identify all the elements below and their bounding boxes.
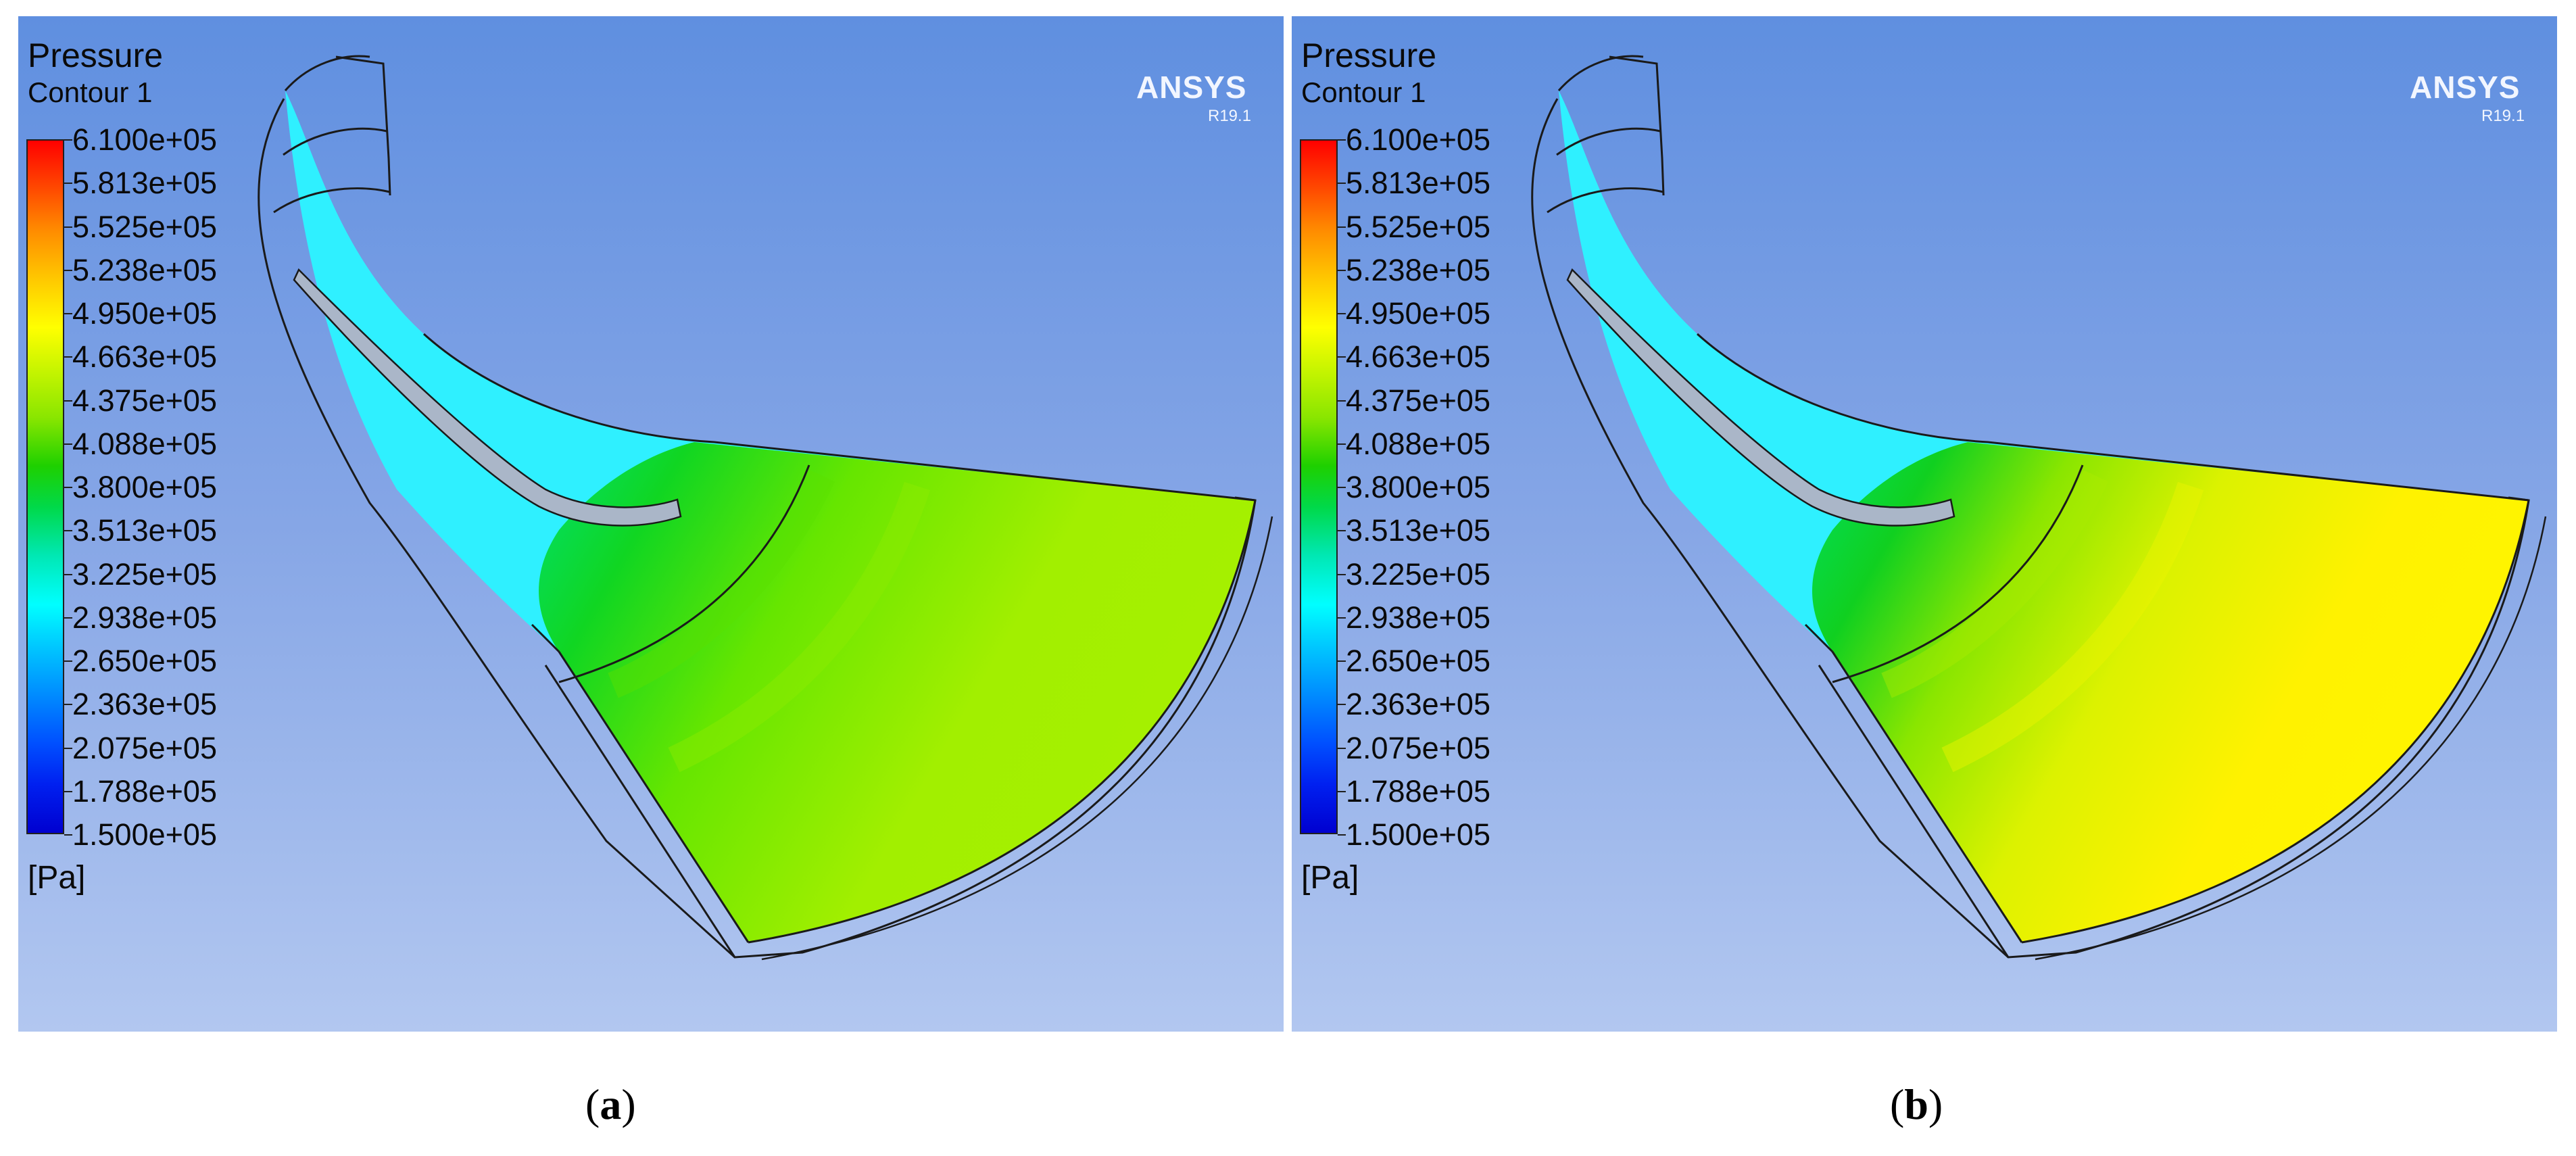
colorbar-tick <box>64 226 72 228</box>
colorbar-tick-label: 3.225e+05 <box>1346 556 1490 592</box>
version-label: R19.1 <box>1208 107 1252 125</box>
colorbar-tick <box>64 183 72 185</box>
colorbar-tick <box>64 747 72 749</box>
colorbar-tick <box>1338 183 1346 185</box>
colorbar <box>26 139 64 834</box>
colorbar-tick <box>64 443 72 445</box>
colorbar-tick-label: 3.225e+05 <box>72 556 217 592</box>
blade <box>1566 268 1955 527</box>
colorbar-tick-label: 2.075e+05 <box>1346 730 1490 765</box>
colorbar-tick-labels: 6.100e+05 5.813e+05 5.525e+05 5.238e+05 4.95… <box>1346 124 1569 852</box>
colorbar-tick-labels: 6.100e+05 5.813e+05 5.525e+05 5.238e+05 4.95… <box>72 124 295 852</box>
impeller-geometry-b <box>1531 55 2547 961</box>
colorbar-tick <box>64 487 72 488</box>
colorbar-tick <box>64 400 72 402</box>
unit-label: [Pa] <box>28 860 86 896</box>
diffuser-pressure-field <box>1812 442 2529 942</box>
colorbar-tick <box>1338 139 1346 141</box>
ansys-logo: ANSYS <box>1136 70 1247 105</box>
contour-subtitle: Contour 1 <box>28 76 153 108</box>
colorbar-tick-label: 5.525e+05 <box>1346 209 1490 244</box>
colorbar-tick <box>1338 443 1346 445</box>
colorbar-tick-label: 3.513e+05 <box>1346 513 1490 548</box>
colorbar-tick-label: 1.500e+05 <box>72 817 217 852</box>
colorbar-tick <box>64 356 72 358</box>
colorbar-tick <box>64 530 72 532</box>
colorbar-tick-label: 2.650e+05 <box>72 644 217 678</box>
colorbar-tick <box>64 704 72 706</box>
contour-title: Pressure <box>1301 37 1437 74</box>
colorbar-tick-label: 1.788e+05 <box>72 773 217 809</box>
colorbar-tick <box>1338 790 1346 792</box>
colorbar-tick <box>1338 747 1346 749</box>
colorbar-tick <box>1338 226 1346 228</box>
colorbar-tick-label: 4.375e+05 <box>72 383 217 418</box>
colorbar-tick-label: 1.788e+05 <box>1346 773 1490 809</box>
colorbar-tick-label: 6.100e+05 <box>1346 122 1490 157</box>
colorbar-tick-label: 5.813e+05 <box>1346 166 1490 201</box>
version-label: R19.1 <box>2481 107 2525 125</box>
contour-panel-a: Pressure Contour 1 6.100e+05 5.813e+05 5.5… <box>18 16 1284 1032</box>
colorbar-tick-label: 6.100e+05 <box>72 122 217 157</box>
ansys-logo: ANSYS <box>2410 70 2521 105</box>
colorbar-tick-label: 3.800e+05 <box>72 470 217 504</box>
colorbar-ticks <box>1338 139 1365 836</box>
colorbar-tick-label: 2.075e+05 <box>72 730 217 765</box>
colorbar-tick <box>64 834 72 836</box>
colorbar-tick-label: 4.088e+05 <box>72 426 217 461</box>
colorbar-tick-label: 4.950e+05 <box>72 296 217 331</box>
colorbar-tick <box>1338 530 1346 532</box>
colorbar-tick <box>64 790 72 792</box>
colorbar-tick <box>64 660 72 662</box>
colorbar-tick-label: 2.363e+05 <box>72 687 217 722</box>
colorbar-tick-label: 2.363e+05 <box>1346 687 1490 722</box>
colorbar-tick <box>1338 356 1346 358</box>
colorbar-tick <box>1338 487 1346 488</box>
colorbar-tick-label: 3.800e+05 <box>1346 470 1490 504</box>
colorbar-tick <box>1338 660 1346 662</box>
colorbar-tick <box>1338 704 1346 706</box>
colorbar-tick <box>1338 573 1346 575</box>
colorbar-tick-label: 5.238e+05 <box>1346 252 1490 287</box>
contour-subtitle: Contour 1 <box>1301 76 1426 108</box>
colorbar-tick <box>64 573 72 575</box>
colorbar-tick <box>1338 313 1346 314</box>
colorbar-tick-label: 4.088e+05 <box>1346 426 1490 461</box>
caption-a: (a) <box>585 1080 636 1128</box>
colorbar-tick-label: 4.663e+05 <box>1346 339 1490 375</box>
colorbar-tick-label: 4.663e+05 <box>72 339 217 375</box>
colorbar-tick <box>64 269 72 271</box>
contour-panel-b: Pressure Contour 1 6.100e+05 5.813e+05 5.5… <box>1292 16 2557 1032</box>
colorbar-tick-label: 5.525e+05 <box>72 209 217 244</box>
colorbar-tick-label: 3.513e+05 <box>72 513 217 548</box>
colorbar-tick <box>1338 269 1346 271</box>
colorbar-tick-label: 5.238e+05 <box>72 252 217 287</box>
colorbar-tick-label: 2.938e+05 <box>1346 600 1490 635</box>
colorbar-ticks <box>64 139 91 836</box>
colorbar-tick <box>64 617 72 619</box>
impeller-geometry-a <box>258 55 1273 961</box>
colorbar-tick-label: 1.500e+05 <box>1346 817 1490 852</box>
caption-b: (b) <box>1890 1080 1943 1128</box>
colorbar-tick-label: 5.813e+05 <box>72 166 217 201</box>
unit-label: [Pa] <box>1301 860 1359 896</box>
colorbar <box>1300 139 1338 834</box>
colorbar-tick-label: 2.938e+05 <box>72 600 217 635</box>
colorbar-tick <box>1338 834 1346 836</box>
outer-outline <box>258 98 1257 959</box>
blade <box>293 268 682 527</box>
colorbar-tick <box>64 313 72 314</box>
colorbar-tick <box>1338 617 1346 619</box>
contour-title: Pressure <box>28 37 164 74</box>
colorbar-tick <box>1338 400 1346 402</box>
colorbar-tick-label: 2.650e+05 <box>1346 644 1490 678</box>
colorbar-tick-label: 4.950e+05 <box>1346 296 1490 331</box>
colorbar-tick <box>64 139 72 141</box>
diffuser-pressure-field <box>539 442 1255 942</box>
colorbar-tick-label: 4.375e+05 <box>1346 383 1490 418</box>
